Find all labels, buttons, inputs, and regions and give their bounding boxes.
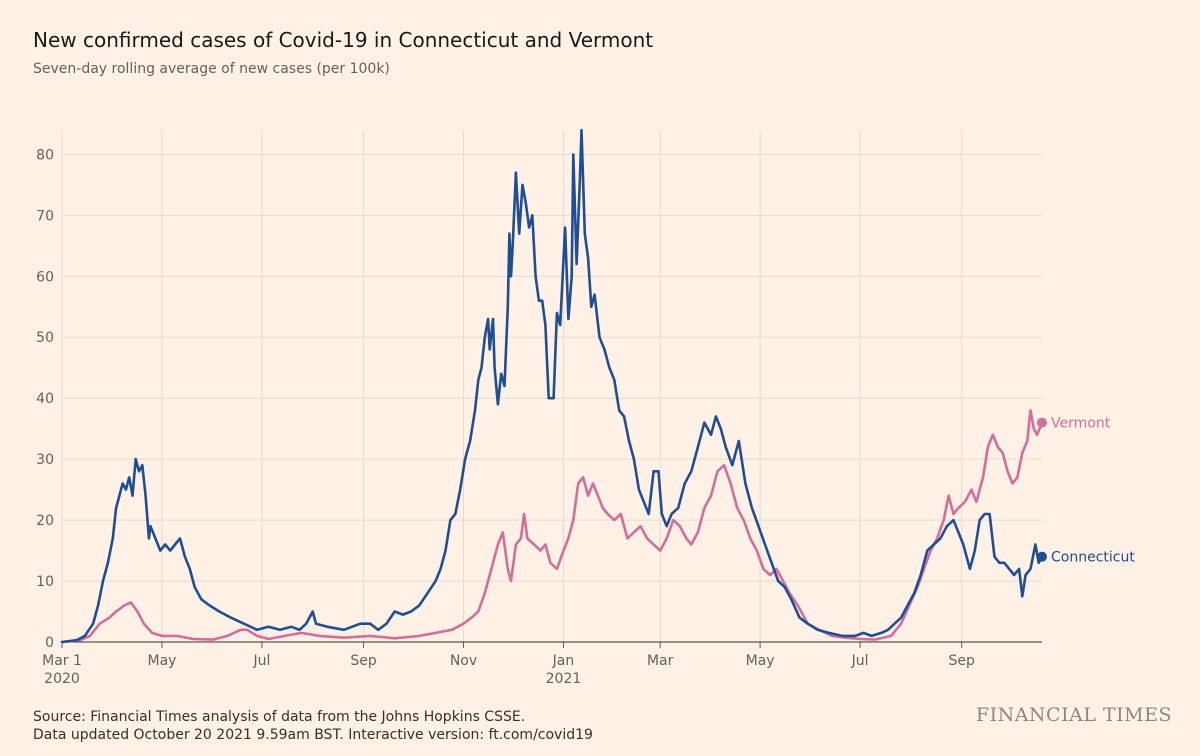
x-tick-year-label: 2021 bbox=[546, 671, 582, 687]
gridlines bbox=[61, 130, 1042, 642]
y-tick-label: 50 bbox=[36, 330, 54, 346]
x-tick-label: Mar bbox=[647, 653, 674, 669]
x-tick-label: Jan bbox=[552, 653, 575, 669]
chart-title: New confirmed cases of Covid-19 in Conne… bbox=[33, 28, 654, 52]
y-tick-label: 0 bbox=[45, 635, 54, 651]
series-line-connecticut bbox=[60, 128, 1044, 644]
x-tick-label: Jul bbox=[252, 653, 270, 669]
series-label-connecticut: Connecticut bbox=[1051, 550, 1135, 566]
y-tick-label: 60 bbox=[36, 269, 54, 285]
y-tick-label: 30 bbox=[36, 452, 54, 468]
x-tick-label: Sep bbox=[949, 653, 976, 669]
source-note: Source: Financial Times analysis of data… bbox=[33, 709, 526, 725]
x-tick-label: Mar 1 bbox=[42, 653, 82, 669]
line-chart: 0 10 20 30 40 50 60 70 80 Mar 1 2020 May Jul Sep Nov J… bbox=[36, 128, 1135, 687]
y-tick-label: 10 bbox=[36, 574, 54, 590]
x-tick-year-label: 2020 bbox=[44, 671, 80, 687]
y-tick-label: 80 bbox=[36, 147, 54, 163]
y-axis: 0 10 20 30 40 50 60 70 80 bbox=[36, 147, 54, 651]
series-label-vermont: Vermont bbox=[1051, 416, 1111, 432]
series-labels: Vermont Connecticut bbox=[1037, 416, 1135, 566]
footer: Source: Financial Times analysis of data… bbox=[33, 708, 593, 744]
series-end-marker-vermont bbox=[1037, 417, 1047, 428]
update-note: Data updated October 20 2021 9.59am BST.… bbox=[33, 727, 593, 743]
x-tick-label: May bbox=[746, 653, 775, 669]
x-tick-label: Sep bbox=[350, 653, 377, 669]
x-tick-label: Nov bbox=[450, 653, 477, 669]
x-axis: Mar 1 2020 May Jul Sep Nov Jan 2021 Mar May Jul Sep bbox=[42, 641, 1042, 687]
series-end-marker-connecticut bbox=[1037, 551, 1047, 562]
x-tick-label: Jul bbox=[851, 653, 869, 669]
brand-logo: FINANCIAL TIMES bbox=[975, 704, 1172, 726]
y-tick-label: 70 bbox=[36, 208, 54, 224]
series-lines bbox=[60, 128, 1044, 644]
x-tick-label: May bbox=[147, 653, 176, 669]
chart-subtitle: Seven-day rolling average of new cases (… bbox=[33, 61, 390, 77]
series-line-vermont bbox=[60, 409, 1044, 644]
y-tick-label: 40 bbox=[36, 391, 54, 407]
y-tick-label: 20 bbox=[36, 513, 54, 529]
